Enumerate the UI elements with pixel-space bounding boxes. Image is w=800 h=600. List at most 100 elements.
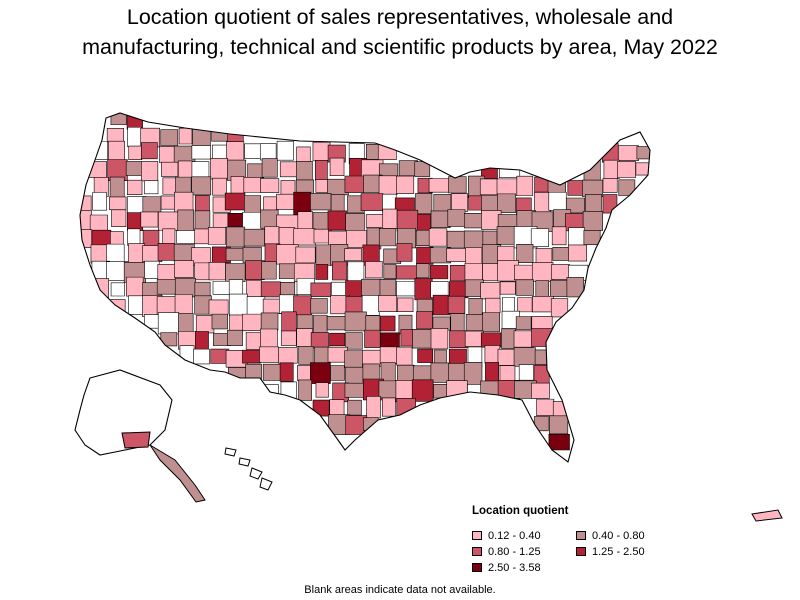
map-area: [298, 379, 312, 401]
map-area: [314, 160, 328, 181]
map-area: [297, 211, 313, 231]
map-area: [312, 141, 331, 162]
map-area: [548, 434, 570, 451]
map-area: [212, 177, 227, 196]
map-area: [394, 197, 415, 213]
map-area: [108, 140, 125, 163]
map-area: [191, 145, 211, 160]
map-area: [227, 329, 243, 346]
map-area: [278, 347, 298, 364]
map-area: [179, 345, 195, 365]
map-area: [451, 193, 469, 212]
map-area: [568, 244, 588, 262]
map-area: [160, 161, 179, 177]
map-area: [484, 345, 501, 364]
map-area: [315, 244, 333, 266]
map-area: [344, 311, 367, 332]
map-area: [243, 228, 265, 247]
map-area: [315, 264, 329, 280]
map-area: [111, 209, 127, 227]
map-area: [89, 214, 108, 233]
map-area: [228, 293, 248, 316]
us-outline: [79, 112, 651, 463]
map-area: [397, 228, 416, 249]
map-area: [416, 311, 433, 330]
map-area: [602, 194, 618, 214]
map-area: [568, 227, 585, 247]
map-area: [245, 363, 262, 383]
map-area: [312, 399, 330, 417]
map-area: [549, 279, 569, 297]
map-area: [260, 178, 280, 193]
map-area: [157, 312, 180, 335]
map-area: [176, 230, 196, 244]
map-area: [244, 195, 262, 214]
map-area: [396, 346, 413, 366]
map-area: [159, 146, 176, 164]
map-area: [296, 328, 313, 347]
map-area: [260, 281, 281, 298]
map-area: [446, 248, 469, 262]
map-area: [109, 176, 125, 198]
map-area: [261, 158, 278, 178]
legend-label-3: 0.80 - 1.25: [488, 545, 541, 558]
map-area: [160, 129, 179, 146]
map-area: [378, 380, 399, 399]
map-area: [310, 362, 331, 384]
alaska-panhandle: [149, 444, 206, 503]
map-area: [247, 163, 265, 179]
hawaii-island: [259, 477, 273, 491]
map-area: [175, 176, 192, 193]
map-area: [380, 315, 396, 332]
map-area: [551, 226, 567, 246]
map-area: [174, 294, 193, 315]
legend-label-5: 2.50 - 3.58: [488, 561, 541, 574]
map-area: [518, 364, 534, 381]
map-area: [109, 196, 127, 210]
map-area: [332, 261, 348, 281]
legend-item-5: 2.50 - 3.58: [472, 561, 576, 574]
map-area: [310, 332, 329, 349]
map-area: [140, 161, 159, 182]
map-area: [430, 210, 451, 228]
map-area: [242, 349, 261, 364]
map-area: [242, 313, 264, 331]
map-area: [582, 211, 603, 231]
map-area: [242, 211, 263, 232]
map-area: [278, 263, 295, 280]
map-area: [310, 193, 332, 211]
map-area: [296, 146, 311, 164]
hawaii-island: [238, 457, 251, 467]
map-area: [296, 161, 313, 181]
map-area: [432, 294, 450, 316]
map-area: [110, 113, 127, 126]
map-area: [636, 146, 650, 160]
map-regions: [80, 113, 650, 456]
map-area: [448, 176, 467, 194]
map-area: [193, 348, 210, 365]
map-area: [432, 316, 451, 331]
map-area: [327, 210, 347, 231]
map-area: [365, 261, 383, 279]
map-area: [530, 228, 549, 247]
map-area: [618, 145, 639, 161]
map-area: [417, 348, 433, 363]
map-area: [382, 208, 398, 229]
map-area: [433, 194, 452, 212]
map-area: [618, 179, 636, 196]
legend-item-4: 1.25 - 2.50: [576, 545, 686, 558]
map-area: [329, 399, 345, 417]
map-area: [261, 261, 277, 280]
map-area: [157, 242, 176, 261]
map-area: [363, 417, 379, 431]
map-area: [327, 178, 349, 196]
map-area: [142, 245, 163, 262]
map-area: [259, 346, 280, 363]
title-line-2: manufacturing, technical and scientific …: [82, 35, 718, 59]
hawaii-island: [249, 467, 263, 480]
map-area: [635, 162, 650, 176]
map-area: [601, 143, 619, 163]
map-area: [552, 247, 569, 261]
map-area: [279, 362, 294, 382]
